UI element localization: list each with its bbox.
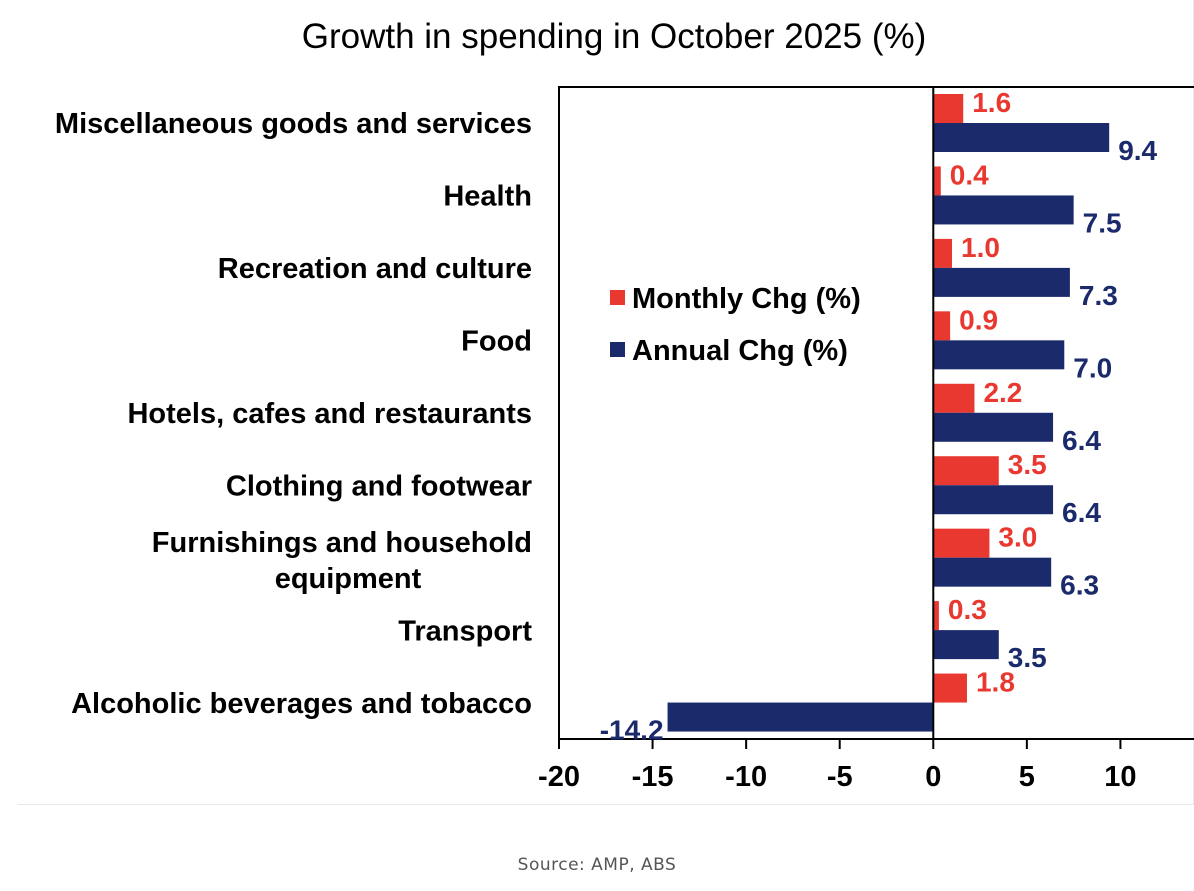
x-tick-label: 0 (925, 761, 941, 793)
bar-annual (933, 195, 1074, 225)
source-note: Source: AMP, ABS (517, 855, 677, 875)
bar-monthly (933, 94, 964, 123)
bar-annual (933, 412, 1054, 442)
bar-monthly (933, 528, 990, 558)
category-label: Miscellaneous goods and services (55, 108, 532, 140)
bar-monthly (933, 601, 939, 631)
chart-panel: Growth in spending in October 2025 (%) M… (18, 0, 1194, 805)
category-label: Alcoholic beverages and tobacco (71, 688, 532, 720)
legend-label: Annual Chg (%) (632, 335, 848, 367)
bar-annual (933, 267, 1070, 297)
data-label-monthly: 1.6 (972, 87, 1011, 118)
data-label-annual: -14.2 (600, 715, 664, 746)
category-label: Recreation and culture (218, 253, 532, 285)
data-label-monthly: 1.0 (961, 232, 1000, 263)
data-label-monthly: 0.3 (948, 594, 987, 625)
x-tick-label: -5 (827, 761, 853, 793)
bar-monthly (933, 166, 941, 196)
data-label-annual: 7.3 (1079, 280, 1118, 311)
data-label-annual: 7.5 (1083, 207, 1122, 238)
category-label: Clothing and footwear (226, 470, 532, 502)
data-label-monthly: 0.4 (950, 159, 989, 190)
category-label: Furnishings and household (152, 527, 532, 559)
bar-annual (933, 485, 1054, 515)
bar-monthly (933, 238, 952, 268)
legend-swatch (610, 342, 625, 357)
data-label-annual: 3.5 (1008, 642, 1047, 673)
x-tick-label: -15 (632, 761, 674, 793)
x-tick-label: 5 (1019, 761, 1035, 793)
x-tick-label: 10 (1104, 761, 1136, 793)
chart-title: Growth in spending in October 2025 (%) (302, 17, 927, 56)
bar-annual (933, 630, 999, 660)
data-label-annual: 7.0 (1073, 352, 1112, 383)
data-label-monthly: 3.0 (998, 522, 1037, 553)
data-label-annual: 6.3 (1060, 570, 1099, 601)
data-label-monthly: 2.2 (983, 377, 1022, 408)
bar-monthly (933, 383, 975, 413)
category-label-line2: equipment (275, 563, 422, 595)
legend: Monthly Chg (%) Annual Chg (%) (610, 283, 861, 367)
category-label: Health (443, 181, 532, 213)
bar-monthly (933, 311, 951, 341)
bar-monthly (933, 673, 967, 703)
bar-annual (667, 702, 934, 732)
data-label-monthly: 0.9 (959, 304, 998, 335)
bar-monthly (933, 456, 999, 486)
plot-area-frame (558, 86, 1194, 740)
data-label-annual: 6.4 (1062, 425, 1101, 456)
category-label: Food (461, 326, 532, 358)
data-label-annual: 6.4 (1062, 497, 1101, 528)
x-tick-label: -20 (538, 761, 580, 793)
category-label: Transport (398, 615, 532, 647)
category-label: Hotels, cafes and restaurants (127, 398, 532, 430)
legend-label: Monthly Chg (%) (632, 283, 861, 315)
x-tick-label: -10 (725, 761, 767, 793)
data-label-annual: 9.4 (1118, 135, 1157, 166)
bar-annual (933, 340, 1065, 370)
legend-swatch (610, 290, 625, 305)
bar-annual (933, 557, 1052, 587)
bar-chart: Growth in spending in October 2025 (%) M… (55, 17, 1194, 793)
data-label-monthly: 3.5 (1008, 449, 1047, 480)
bar-annual (933, 123, 1110, 152)
data-label-monthly: 1.8 (976, 667, 1015, 698)
